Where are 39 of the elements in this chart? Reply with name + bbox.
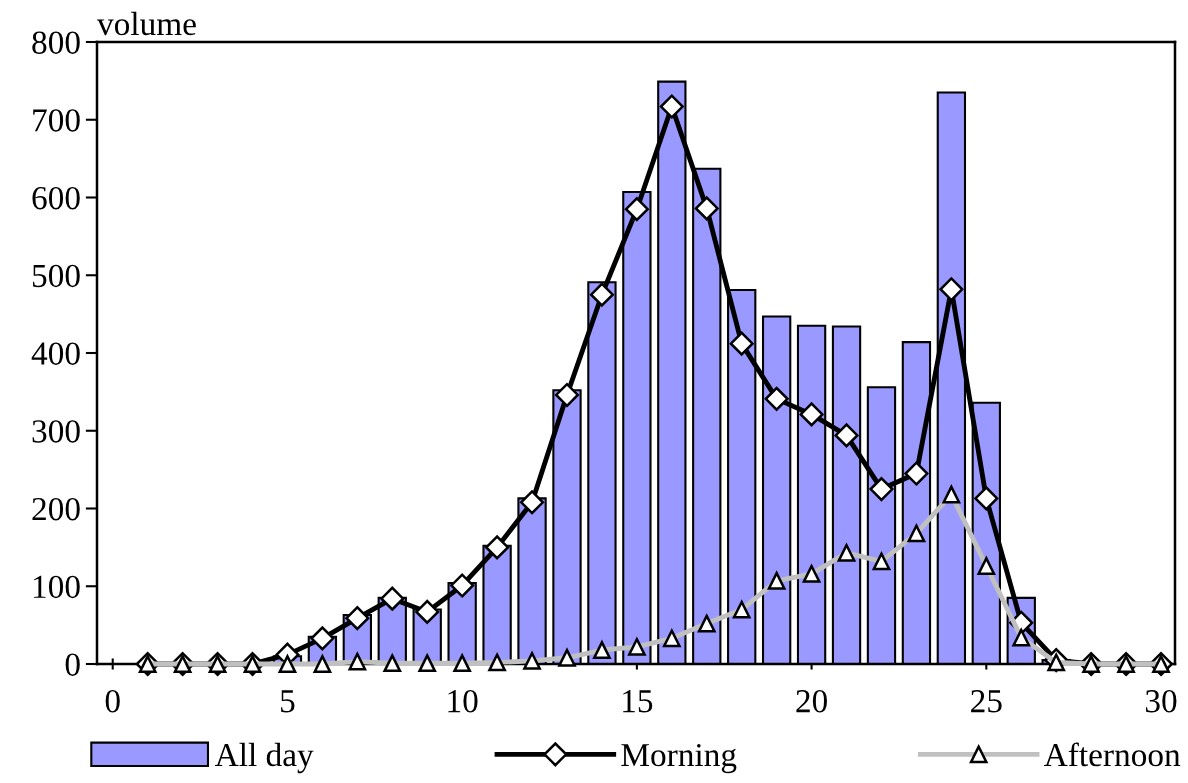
y-tick-label: 500 — [32, 264, 80, 288]
y-tick-label: 0 — [65, 653, 80, 676]
legend-label: Afternoon — [1044, 742, 1181, 767]
point — [450, 573, 475, 598]
point — [589, 282, 614, 307]
point — [345, 606, 370, 631]
x-tick-label: 0 — [105, 689, 120, 713]
y-tick-label: 600 — [32, 186, 80, 210]
point — [904, 461, 929, 486]
y-tick-label: 100 — [33, 575, 80, 599]
point — [799, 402, 824, 427]
point — [624, 197, 649, 222]
x-tick-label: 20 — [796, 689, 827, 713]
y-tick-label: 300 — [32, 420, 80, 443]
x-tick-label: 15 — [623, 690, 653, 713]
x-tick-label: 30 — [1145, 689, 1177, 713]
point — [729, 331, 754, 356]
y-tick-label: 700 — [33, 109, 80, 132]
point — [415, 599, 440, 624]
point — [485, 535, 510, 560]
x-tick-label: 10 — [448, 689, 478, 713]
point — [519, 490, 545, 515]
y-tick-label: 800 — [32, 31, 80, 54]
legend-label: Morning — [621, 743, 737, 774]
point — [380, 586, 405, 611]
point — [764, 386, 789, 411]
point — [974, 486, 999, 511]
point — [694, 196, 719, 221]
y-tick-label: 200 — [32, 497, 80, 521]
point — [834, 423, 859, 448]
y-tick-label: 400 — [31, 342, 80, 365]
x-tick-label: 25 — [971, 690, 1002, 713]
legend-label: All day — [214, 742, 314, 774]
point — [939, 277, 964, 302]
y-axis-title: volume — [97, 11, 196, 36]
point — [659, 94, 684, 119]
x-tick-label: 5 — [281, 690, 295, 713]
point — [869, 477, 894, 502]
point — [554, 382, 580, 408]
